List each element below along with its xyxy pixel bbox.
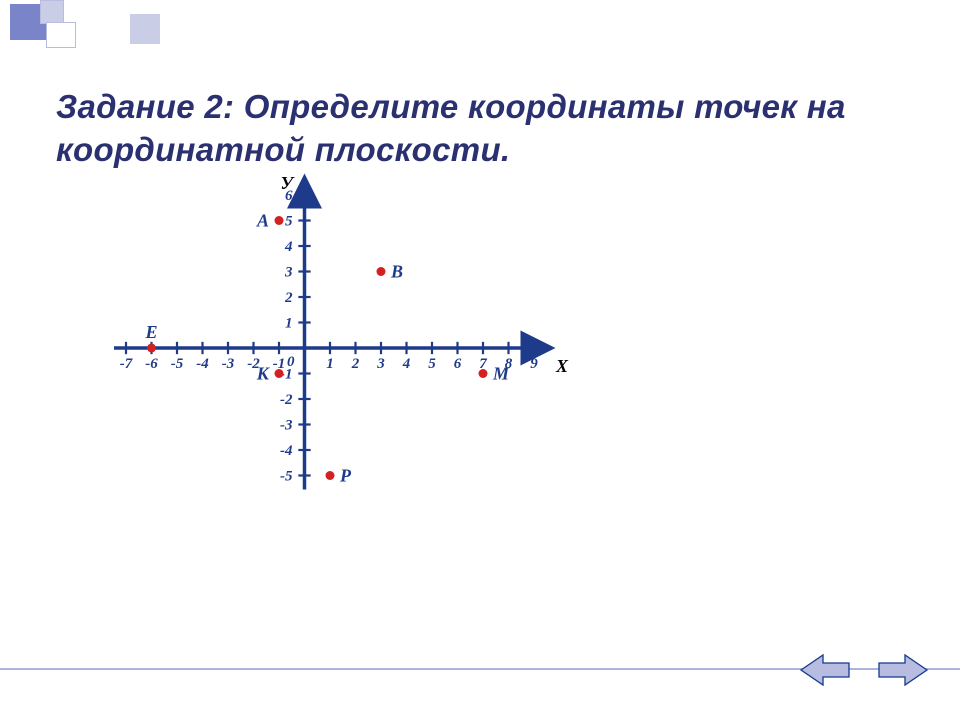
next-button[interactable] [872, 648, 936, 692]
svg-text:4: 4 [284, 239, 293, 255]
nav-controls [792, 648, 936, 692]
svg-text:9: 9 [530, 356, 538, 372]
slide: Задание 2: Определите координаты точек н… [0, 0, 960, 720]
svg-text:-5: -5 [280, 469, 293, 485]
prev-button[interactable] [792, 648, 856, 692]
svg-text:1: 1 [326, 356, 334, 372]
svg-text:0: 0 [287, 354, 295, 370]
svg-text:-5: -5 [171, 356, 184, 372]
svg-text:-3: -3 [280, 418, 293, 434]
decorative-squares [10, 0, 166, 48]
svg-text:-2: -2 [280, 392, 293, 408]
svg-text:К: К [256, 364, 271, 384]
svg-text:E: E [144, 322, 157, 342]
svg-text:X: X [555, 356, 569, 376]
svg-text:5: 5 [428, 356, 436, 372]
svg-text:У: У [281, 173, 296, 193]
svg-text:P: P [339, 466, 352, 486]
svg-text:B: B [390, 262, 403, 282]
svg-text:2: 2 [284, 290, 293, 306]
svg-text:5: 5 [285, 214, 293, 230]
deco-sq-3 [46, 22, 76, 48]
page-title: Задание 2: Определите координаты точек н… [56, 86, 896, 172]
coordinate-plane-chart: -7-6-5-4-3-2-1123456789-5-4-3-2-11234560… [96, 170, 696, 600]
svg-text:-7: -7 [120, 356, 133, 372]
svg-text:M: M [492, 364, 510, 384]
svg-text:4: 4 [402, 356, 411, 372]
svg-text:6: 6 [454, 356, 462, 372]
svg-text:1: 1 [285, 316, 293, 332]
svg-text:-4: -4 [196, 356, 209, 372]
deco-sq-4 [130, 14, 160, 44]
svg-text:3: 3 [284, 265, 293, 281]
deco-sq-2 [40, 0, 64, 24]
svg-text:-3: -3 [222, 356, 235, 372]
svg-text:2: 2 [351, 356, 360, 372]
svg-text:3: 3 [376, 356, 385, 372]
svg-text:-4: -4 [280, 443, 293, 459]
svg-text:A: A [256, 211, 269, 231]
svg-text:-6: -6 [145, 356, 158, 372]
